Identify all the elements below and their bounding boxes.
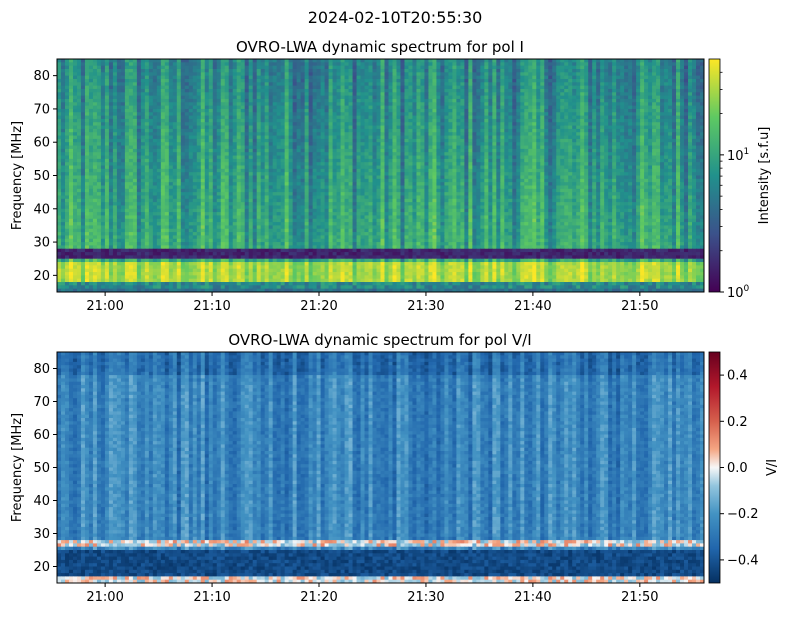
y-tick-label: 80 [33, 362, 50, 377]
panel-1-title: OVRO-LWA dynamic spectrum for pol I [236, 38, 524, 56]
y-tick-label: 40 [33, 202, 50, 217]
y-tick-label: 60 [33, 428, 50, 443]
x-tick-label: 21:30 [407, 299, 444, 314]
y-tick-label: 60 [33, 136, 50, 151]
x-tick-label: 21:10 [193, 299, 230, 314]
x-tick-label: 21:20 [300, 299, 337, 314]
colorbar-pol-i [708, 58, 721, 293]
y-tick-label: 40 [33, 494, 50, 509]
x-tick-label: 21:40 [514, 590, 551, 605]
colorbar-2-label: V/I [765, 459, 780, 476]
panel-2-title: OVRO-LWA dynamic spectrum for pol V/I [228, 331, 531, 349]
x-tick-label: 21:20 [300, 590, 337, 605]
x-tick-label: 21:00 [86, 299, 123, 314]
colorbar-tick-label: 101 [727, 147, 749, 164]
y-tick-label: 20 [33, 560, 50, 575]
y-tick-label: 30 [33, 527, 50, 542]
colorbar-1-label: Intensity [s.f.u] [757, 127, 772, 225]
x-tick-label: 21:40 [514, 299, 551, 314]
y-tick-label: 70 [33, 102, 50, 117]
y-tick-label: 50 [33, 461, 50, 476]
y-tick-label: 50 [33, 169, 50, 184]
spectrogram-pol-i [57, 59, 704, 292]
x-tick-label: 21:00 [86, 590, 123, 605]
colorbar-tick-label: 0.2 [727, 415, 748, 430]
y-tick-label: 70 [33, 395, 50, 410]
y-tick-label: 30 [33, 236, 50, 251]
figure-suptitle: 2024-02-10T20:55:30 [308, 8, 483, 27]
colorbar-pol-vi [708, 351, 721, 584]
colorbar-tick-label: −0.4 [727, 553, 759, 568]
x-tick-label: 21:10 [193, 590, 230, 605]
y-tick-label: 80 [33, 69, 50, 84]
colorbar-tick-label: 0.4 [727, 369, 748, 384]
panel-pol-vi: OVRO-LWA dynamic spectrum for pol V/I 21… [10, 331, 780, 605]
y-tick-label: 20 [33, 269, 50, 284]
colorbar-tick-label: 0.0 [727, 461, 748, 476]
colorbar-tick-label: −0.2 [727, 507, 759, 522]
panel-pol-i: OVRO-LWA dynamic spectrum for pol I 21:0… [10, 38, 772, 314]
x-tick-label: 21:50 [621, 299, 658, 314]
spectrogram-pol-vi [57, 352, 704, 583]
panel-2-ylabel: Frequency [MHz] [10, 413, 25, 522]
x-tick-label: 21:50 [621, 590, 658, 605]
panel-1-ylabel: Frequency [MHz] [10, 121, 25, 230]
x-tick-label: 21:30 [407, 590, 444, 605]
colorbar-tick-label: 100 [727, 284, 750, 301]
